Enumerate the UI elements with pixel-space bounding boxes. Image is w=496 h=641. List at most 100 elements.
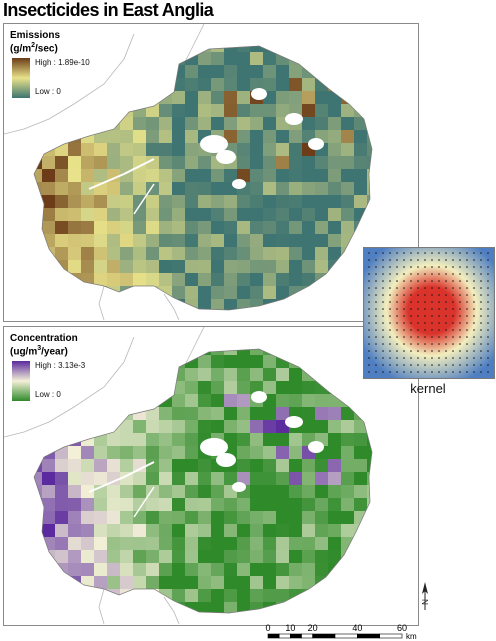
map-grid-cell <box>172 472 185 485</box>
map-grid-cell <box>185 143 198 156</box>
map-grid-cell <box>29 312 42 321</box>
outside-boundary-line <box>183 24 205 65</box>
map-grid-cell <box>211 563 224 576</box>
map-grid-cell <box>276 130 289 143</box>
map-grid-cell <box>354 65 367 78</box>
map-grid-cell <box>250 46 263 52</box>
map-grid-cell <box>315 576 328 589</box>
map-grid-cell <box>120 182 133 195</box>
water-body <box>251 391 267 403</box>
kernel-dot <box>452 252 454 254</box>
map-grid-cell <box>81 247 94 260</box>
kernel-dot <box>438 343 440 345</box>
map-grid-cell <box>250 589 263 602</box>
map-grid-cell <box>250 459 263 472</box>
map-grid-cell <box>328 433 341 446</box>
map-grid-cell <box>159 446 172 459</box>
map-grid-cell <box>146 52 159 65</box>
map-grid-cell <box>185 299 198 310</box>
kernel-dot <box>438 301 440 303</box>
map-grid-cell <box>315 104 328 117</box>
map-grid-cell <box>341 169 354 182</box>
map-grid-cell <box>367 446 372 459</box>
kernel-dot <box>375 280 377 282</box>
map-grid-cell <box>94 563 107 576</box>
map-grid-cell <box>94 286 107 299</box>
map-grid-cell <box>328 459 341 472</box>
map-grid-cell <box>133 156 146 169</box>
kernel-dot <box>417 294 419 296</box>
map-grid-cell <box>159 46 172 52</box>
map-grid-cell <box>367 65 372 78</box>
map-grid-cell <box>94 117 107 130</box>
map-grid-cell <box>42 273 55 286</box>
map-grid-cell <box>81 485 94 498</box>
river-line <box>133 486 155 518</box>
map-grid-cell <box>302 286 315 299</box>
kernel-dot <box>424 336 426 338</box>
map-grid-cell <box>34 299 42 310</box>
kernel-dot <box>375 252 377 254</box>
map-grid-cell <box>315 498 328 511</box>
map-grid-cell <box>315 221 328 234</box>
map-grid-cell <box>107 459 120 472</box>
map-grid-cell <box>250 446 263 459</box>
map-grid-cell <box>133 576 146 589</box>
kernel-dot <box>382 266 384 268</box>
kernel-dot <box>368 280 370 282</box>
map-grid-cell <box>34 420 42 433</box>
scale-segment <box>301 633 313 639</box>
map-grid-cell <box>263 143 276 156</box>
kernel-dot <box>473 301 475 303</box>
map-grid-cell <box>211 91 224 104</box>
water-body <box>285 113 303 125</box>
map-grid-cell <box>302 407 315 420</box>
map-grid-cell <box>341 485 354 498</box>
kernel-dot <box>389 308 391 310</box>
map-grid-cell <box>263 355 276 368</box>
map-grid-cell <box>107 407 120 420</box>
map-grid-cell <box>289 91 302 104</box>
map-grid-cell <box>211 576 224 589</box>
map-grid-cell <box>315 349 328 355</box>
kernel-dot <box>368 350 370 352</box>
map-grid-cell <box>224 615 237 625</box>
map-grid-cell <box>198 368 211 381</box>
kernel-dot <box>480 329 482 331</box>
kernel-dot <box>403 336 405 338</box>
map-grid-cell <box>198 420 211 433</box>
map-grid-cell <box>263 195 276 208</box>
kernel-dot <box>473 252 475 254</box>
map-grid-cell <box>34 104 42 117</box>
scale-tick-label: 10 <box>285 623 295 633</box>
map-grid-cell <box>367 182 372 195</box>
kernel-dot <box>382 252 384 254</box>
map-grid-cell <box>185 407 198 420</box>
kernel-dot <box>459 371 461 373</box>
map-grid-cell <box>68 563 81 576</box>
map-grid-cell <box>367 563 372 576</box>
kernel-dot <box>480 280 482 282</box>
map-grid-cell <box>120 130 133 143</box>
map-grid-cell <box>68 91 81 104</box>
map-grid-cell <box>263 156 276 169</box>
map-grid-cell <box>42 576 55 589</box>
kernel-dot <box>382 350 384 352</box>
map-grid-cell <box>302 234 315 247</box>
map-grid-cell <box>250 169 263 182</box>
map-grid-cell <box>211 589 224 602</box>
kernel-dot <box>389 287 391 289</box>
map-grid-cell <box>354 420 367 433</box>
kernel-dot <box>452 301 454 303</box>
map-grid-cell <box>94 394 107 407</box>
map-grid-cell <box>81 498 94 511</box>
map-grid-cell <box>341 355 354 368</box>
map-grid-cell <box>159 615 172 625</box>
kernel-dot <box>487 315 489 317</box>
map-grid-cell <box>133 368 146 381</box>
map-grid-cell <box>34 576 42 589</box>
kernel-dot <box>396 266 398 268</box>
map-grid-cell <box>367 117 372 130</box>
map-grid-cell <box>133 65 146 78</box>
map-grid-cell <box>302 381 315 394</box>
